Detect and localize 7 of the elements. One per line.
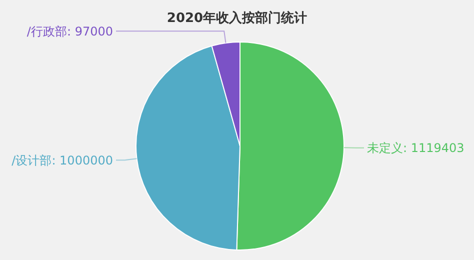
slice-label: 未定义 [367, 141, 403, 156]
data-label: : 97000 [66, 24, 113, 38]
slice-label: /设计部 [12, 153, 52, 168]
chart-title: 2020年收入按部门统计 [166, 10, 308, 26]
data-label: : 1119403 [403, 141, 464, 156]
data-label: : 1000000 [52, 153, 113, 168]
slice-label: /行政部 [26, 24, 67, 38]
